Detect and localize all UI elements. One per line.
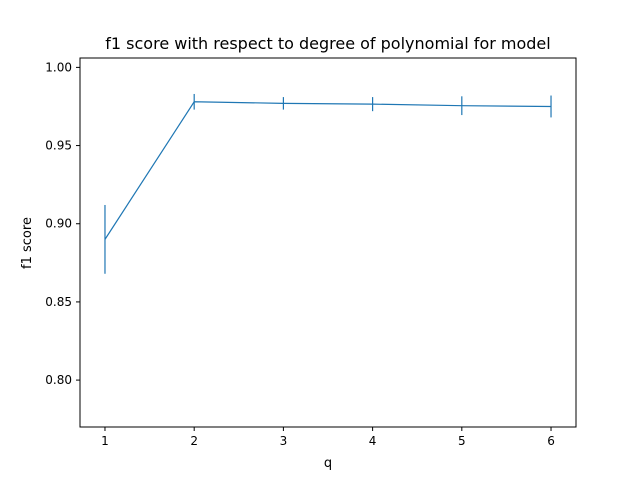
x-axis-label: q: [324, 456, 332, 471]
x-tick-label: 3: [280, 434, 288, 448]
x-tick-label: 5: [458, 434, 466, 448]
y-tick-label: 1.00: [45, 60, 72, 74]
chart-title: f1 score with respect to degree of polyn…: [105, 34, 550, 53]
y-tick-label: 0.85: [45, 295, 72, 309]
series-line: [104, 101, 552, 240]
x-tick-label: 4: [369, 434, 377, 448]
plot-frame: [79, 57, 577, 428]
y-tick-label: 0.90: [45, 217, 72, 231]
y-tick-label: 0.80: [45, 373, 72, 387]
x-tick-label: 2: [190, 434, 198, 448]
y-tick-label: 0.95: [45, 139, 72, 153]
data-layer: [104, 93, 552, 274]
x-tick-label: 1: [101, 434, 109, 448]
x-tick-label: 6: [547, 434, 555, 448]
y-axis-label: f1 score: [20, 217, 35, 269]
ticks-layer: 1 2 3 4 5 6 0.80 0.85 0.90 0.95 1.00: [45, 60, 555, 448]
